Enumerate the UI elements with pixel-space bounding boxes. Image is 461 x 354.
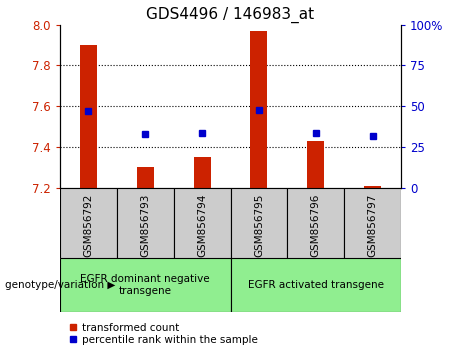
Bar bbox=[364, 185, 381, 188]
Bar bbox=[174, 188, 230, 258]
Text: GSM856795: GSM856795 bbox=[254, 193, 264, 257]
Legend: transformed count, percentile rank within the sample: transformed count, percentile rank withi… bbox=[65, 318, 262, 349]
Bar bbox=[60, 258, 230, 312]
Bar bbox=[136, 167, 154, 188]
Text: GSM856792: GSM856792 bbox=[83, 193, 94, 257]
Text: EGFR activated transgene: EGFR activated transgene bbox=[248, 280, 384, 290]
Text: GSM856797: GSM856797 bbox=[367, 193, 378, 257]
Bar bbox=[307, 141, 324, 188]
Bar bbox=[230, 188, 287, 258]
Bar bbox=[250, 31, 267, 188]
Bar bbox=[194, 157, 211, 188]
Bar bbox=[80, 45, 97, 188]
Title: GDS4496 / 146983_at: GDS4496 / 146983_at bbox=[147, 7, 314, 23]
Text: genotype/variation ▶: genotype/variation ▶ bbox=[5, 280, 115, 290]
Text: GSM856794: GSM856794 bbox=[197, 193, 207, 257]
Bar bbox=[60, 188, 117, 258]
Bar bbox=[344, 188, 401, 258]
Text: GSM856796: GSM856796 bbox=[311, 193, 321, 257]
Text: EGFR dominant negative
transgene: EGFR dominant negative transgene bbox=[80, 274, 210, 296]
Text: GSM856793: GSM856793 bbox=[140, 193, 150, 257]
Bar bbox=[117, 188, 174, 258]
Bar bbox=[230, 258, 401, 312]
Bar bbox=[287, 188, 344, 258]
